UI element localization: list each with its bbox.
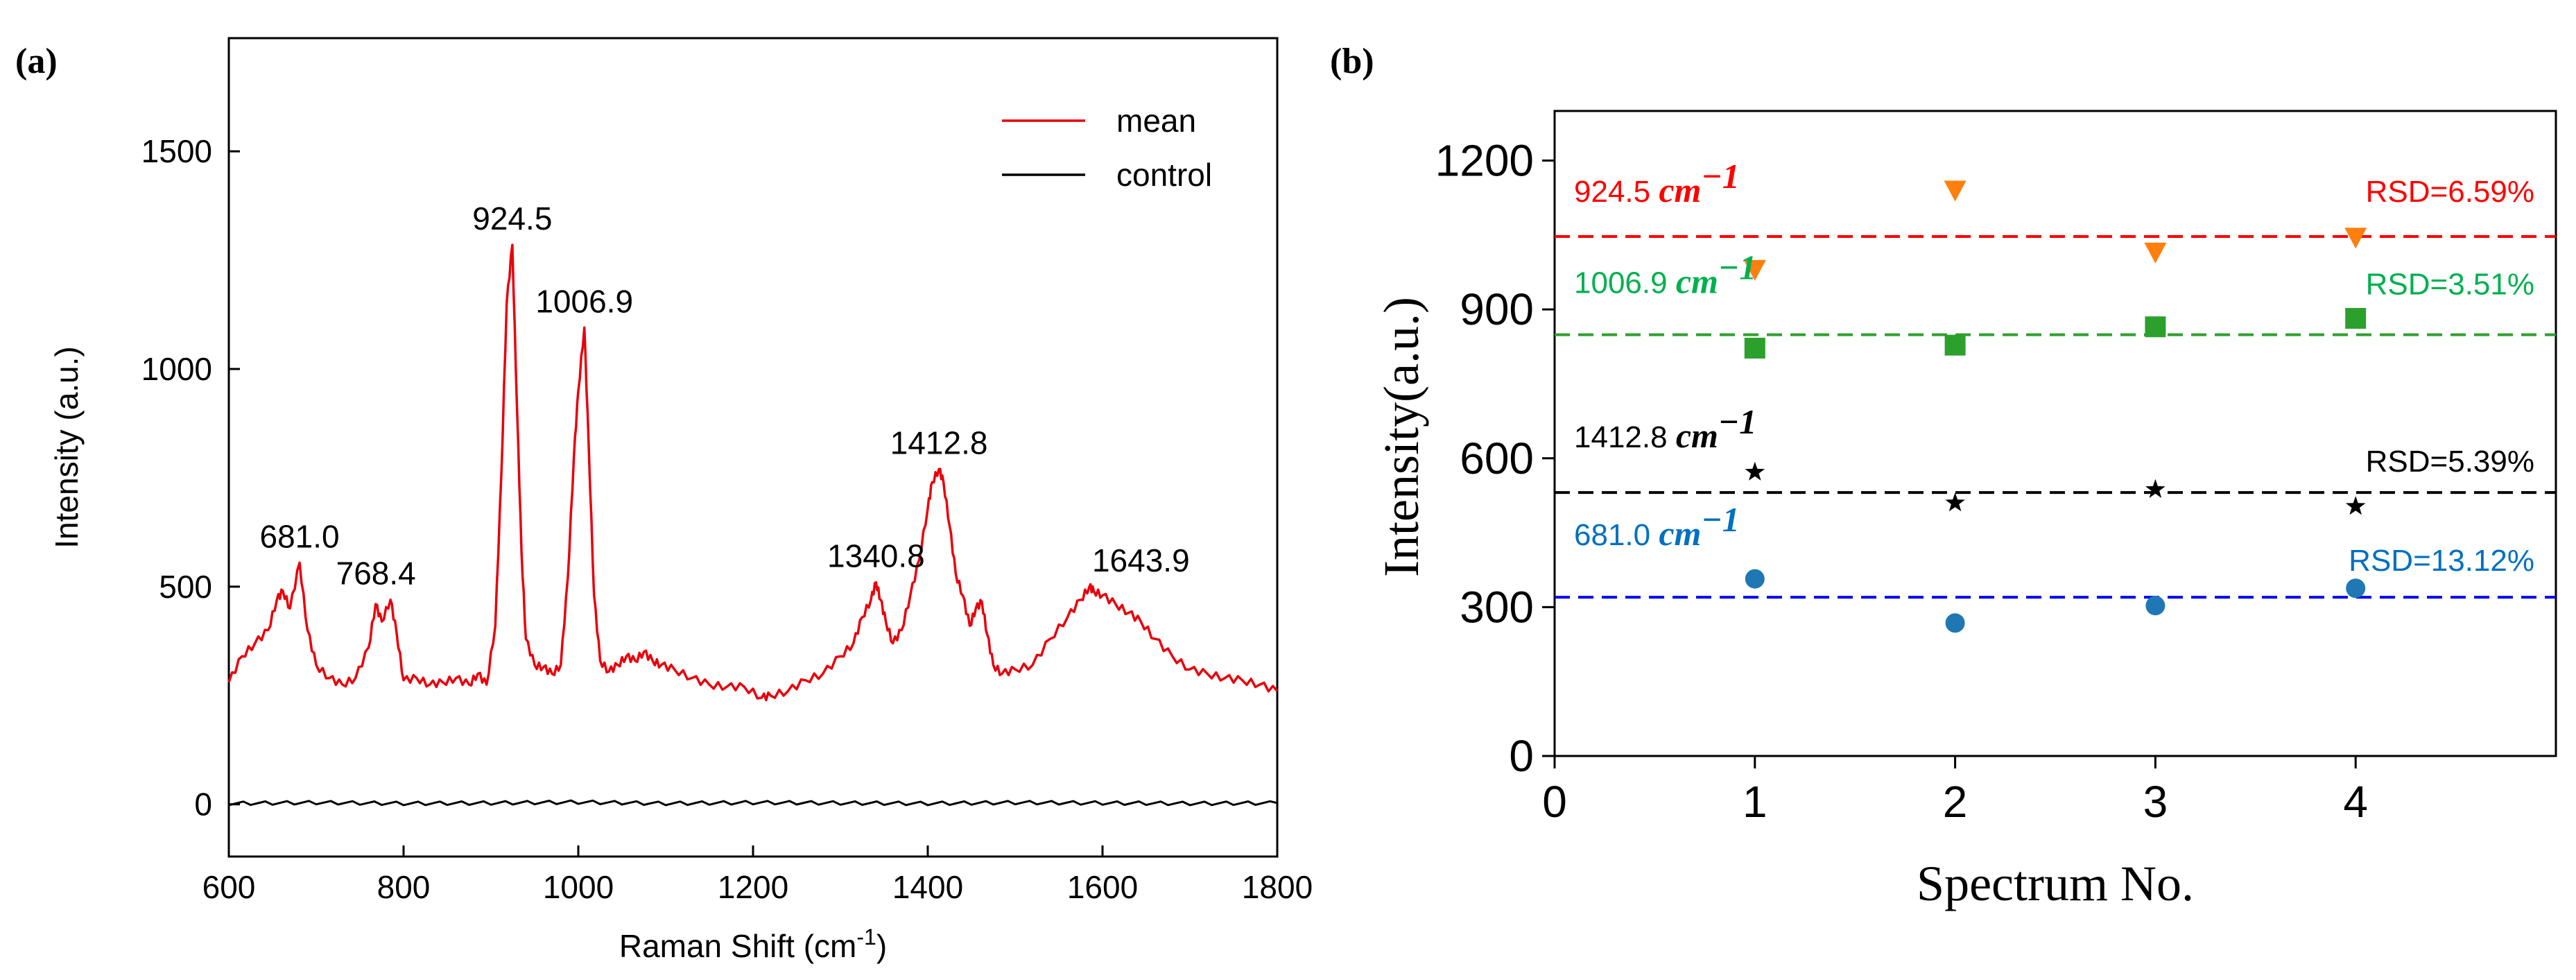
peak-label: 924.5 (472, 200, 552, 237)
panel-b-series-labels: 924.5 cm−1 RSD=6.59% 1006.9 cm−1 RSD=3.51% 1… (1574, 157, 2534, 578)
data-point (1945, 492, 1965, 512)
y-tick-label: 0 (1509, 731, 1534, 781)
data-point (1945, 613, 1965, 633)
data-point (2144, 242, 2167, 264)
series-label-1006.9: 1006.9 cm−1 (1574, 248, 1756, 301)
data-point (1745, 569, 1765, 589)
x-tick-label: 4 (2343, 777, 2368, 827)
rsd-label-1006.9: RSD=3.51% (2366, 268, 2534, 302)
y-tick-label: 600 (1460, 433, 1534, 483)
data-point (1944, 334, 1966, 356)
rsd-label-1412.8: RSD=5.39% (2366, 445, 2534, 479)
peak-label: 1412.8 (890, 424, 988, 461)
peak-label: 768.4 (336, 556, 416, 592)
data-point (2346, 578, 2366, 599)
legend-label-mean: mean (1116, 103, 1196, 139)
series-label-681.0: 681.0 cm−1 (1574, 500, 1740, 553)
x-tick-label: 0 (1542, 777, 1567, 827)
x-tick-label: 600 (202, 869, 256, 905)
panel-a-lines (227, 243, 1279, 807)
data-point (1744, 337, 1765, 359)
x-tick-label: 1 (1743, 777, 1767, 827)
y-tick-label: 300 (1460, 582, 1534, 632)
peak-label: 1643.9 (1092, 542, 1190, 578)
panel-b-tag: (b) (1330, 42, 1374, 81)
y-tick-label: 0 (194, 786, 212, 823)
panel-b-chart: 0 1 2 3 4 0 300 600 900 1200 924.5 cm−1 RSD=6.59% 1… (1374, 110, 2557, 911)
data-point (2344, 227, 2367, 249)
data-point (2145, 479, 2166, 498)
x-tick-label: 3 (2143, 777, 2168, 827)
panel-b-ticks: 0 1 2 3 4 0 300 600 900 1200 (1435, 136, 2368, 827)
x-tick-label: 1800 (1242, 869, 1313, 905)
panel-b-data-points (1743, 180, 2367, 633)
x-tick-label: 1600 (1067, 869, 1138, 905)
data-point (1944, 180, 1966, 202)
panel-a-tag: (a) (15, 42, 58, 81)
panel-a-chart: 600 800 1000 1200 1400 1600 1800 0 500 1000 1500 6… (49, 37, 1313, 964)
x-tick-label: 2 (1943, 777, 1968, 827)
data-point (2345, 496, 2366, 515)
panel-a-ticks: 600 800 1000 1200 1400 1600 1800 0 500 1000 1500 (141, 133, 1313, 905)
data-point (2345, 308, 2367, 329)
x-tick-label: 800 (377, 869, 431, 905)
peak-label: 1340.8 (827, 538, 925, 574)
rsd-label-681.0: RSD=13.12% (2349, 544, 2534, 578)
panel-b-y-axis-label: Intensity(a.u.) (1374, 297, 1429, 577)
panel-b-plot-frame (1553, 110, 2557, 757)
peak-label: 681.0 (259, 518, 339, 554)
series-label-1412.8: 1412.8 cm−1 (1574, 402, 1756, 455)
series-label-924.5: 924.5 cm−1 (1574, 157, 1740, 209)
panel-b-x-axis-label: Spectrum No. (1917, 856, 2194, 911)
panel-a-legend: mean control (1002, 103, 1212, 193)
y-tick-label: 500 (159, 569, 212, 605)
y-tick-label: 1500 (141, 133, 212, 169)
data-point (1745, 461, 1765, 481)
data-point (2145, 316, 2166, 338)
peak-label: 1006.9 (535, 283, 633, 319)
panel-b-mean-lines (1555, 234, 2556, 599)
x-tick-label: 1400 (892, 869, 963, 905)
panel-a-x-axis-label: Raman Shift (cm-1) (619, 925, 887, 964)
data-point (2145, 596, 2166, 616)
x-tick-label: 1000 (543, 869, 614, 905)
x-tick-label: 1200 (718, 869, 788, 905)
panel-a-y-axis-label: Intensity (a.u.) (49, 346, 85, 548)
series-line-control (228, 799, 1278, 807)
y-tick-label: 1000 (141, 351, 212, 387)
y-tick-label: 1200 (1435, 136, 1534, 186)
y-tick-label: 900 (1460, 284, 1534, 334)
series-line-mean (227, 243, 1279, 702)
data-point (1743, 259, 1766, 281)
legend-label-control: control (1116, 157, 1212, 193)
rsd-label-924.5: RSD=6.59% (2366, 175, 2534, 209)
